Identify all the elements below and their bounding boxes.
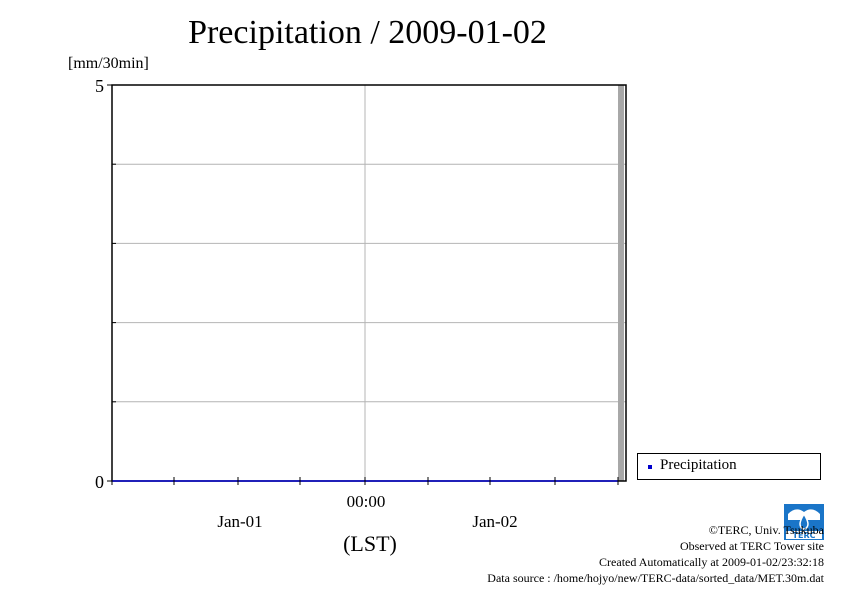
y-axis-unit-label: [mm/30min] <box>68 55 149 72</box>
legend: Precipitation <box>637 453 821 480</box>
x-tick-label-date: Jan-01 <box>217 512 262 531</box>
y-tick-label: 0 <box>95 472 104 492</box>
legend-swatch-precipitation <box>648 465 652 469</box>
plot-frame <box>111 84 627 482</box>
x-tick-label-date: Jan-02 <box>472 512 517 531</box>
y-tick-label: 5 <box>95 76 104 96</box>
created-timestamp-text: Created Automatically at 2009-01-02/23:3… <box>599 555 824 569</box>
data-source-text: Data source : /home/hojyo/new/TERC-data/… <box>487 571 824 585</box>
copyright-text: ©TERC, Univ. Tsukuba <box>708 523 824 537</box>
x-axis-label: (LST) <box>343 531 397 556</box>
credits-block: ©TERC, Univ. Tsukuba Observed at TERC To… <box>487 522 824 586</box>
x-tick-label-time: 00:00 <box>347 492 386 511</box>
chart-title: Precipitation / 2009-01-02 <box>188 14 547 51</box>
observed-site-text: Observed at TERC Tower site <box>679 539 824 553</box>
svg-text:TERC: TERC <box>793 531 816 540</box>
current-time-marker <box>618 85 624 481</box>
terc-logo-icon: TERC <box>784 504 824 540</box>
legend-label-precipitation: Precipitation <box>660 457 737 473</box>
